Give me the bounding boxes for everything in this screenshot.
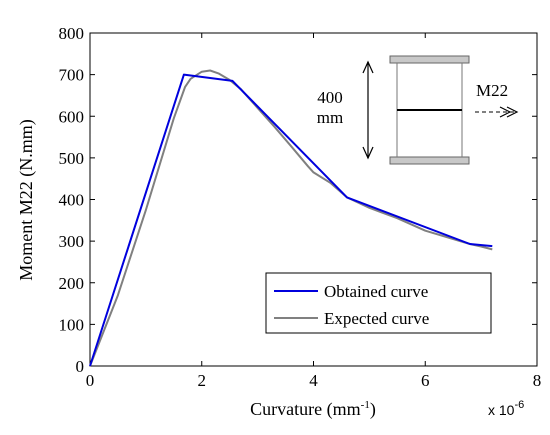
x-tick-label: 4 xyxy=(309,371,318,390)
series-line-expected xyxy=(89,69,493,367)
y-tick-label: 400 xyxy=(59,191,85,210)
y-tick-label: 100 xyxy=(59,315,85,334)
x-axis-title: Curvature (mm-1) xyxy=(250,399,376,420)
y-tick-label: 300 xyxy=(59,232,85,251)
height-arrow-up-icon xyxy=(362,60,374,74)
bottom-flange xyxy=(389,156,470,165)
y-axis-ticks: 0 100 200 300 400 500 600 700 800 xyxy=(59,24,537,376)
y-tick-label: 700 xyxy=(59,66,85,85)
x-tick-label: 6 xyxy=(421,371,430,390)
legend-box xyxy=(265,272,492,334)
legend-label-expected: Expected curve xyxy=(324,309,429,328)
moment-label: M22 xyxy=(476,81,508,100)
height-arrow-down-icon xyxy=(362,146,374,160)
y-tick-label: 500 xyxy=(59,149,85,168)
moment-arrow-2-icon xyxy=(506,106,519,118)
height-unit-label: mm xyxy=(317,108,343,127)
x-axis-multiplier: x 10-6 xyxy=(488,399,524,418)
legend-label-obtained: Obtained curve xyxy=(324,282,428,301)
y-tick-label: 0 xyxy=(76,357,85,376)
x-tick-label: 2 xyxy=(198,371,207,390)
y-tick-label: 200 xyxy=(59,274,85,293)
beam-section-inset: 400 mm M22 xyxy=(317,55,519,165)
top-flange xyxy=(389,55,470,64)
x-axis-ticks: 0 2 4 6 8 xyxy=(86,33,542,390)
legend: Obtained curve Expected curve xyxy=(265,272,492,334)
y-axis-title: Moment M22 (N.mm) xyxy=(16,119,37,281)
moment-arrow-1-icon xyxy=(499,106,512,118)
height-value-label: 400 xyxy=(317,88,343,107)
x-tick-label: 8 xyxy=(533,371,542,390)
series-layer xyxy=(89,69,493,367)
y-tick-label: 600 xyxy=(59,107,85,126)
x-tick-label: 0 xyxy=(86,371,95,390)
series-line-obtained xyxy=(89,73,493,367)
y-tick-label: 800 xyxy=(59,24,85,43)
